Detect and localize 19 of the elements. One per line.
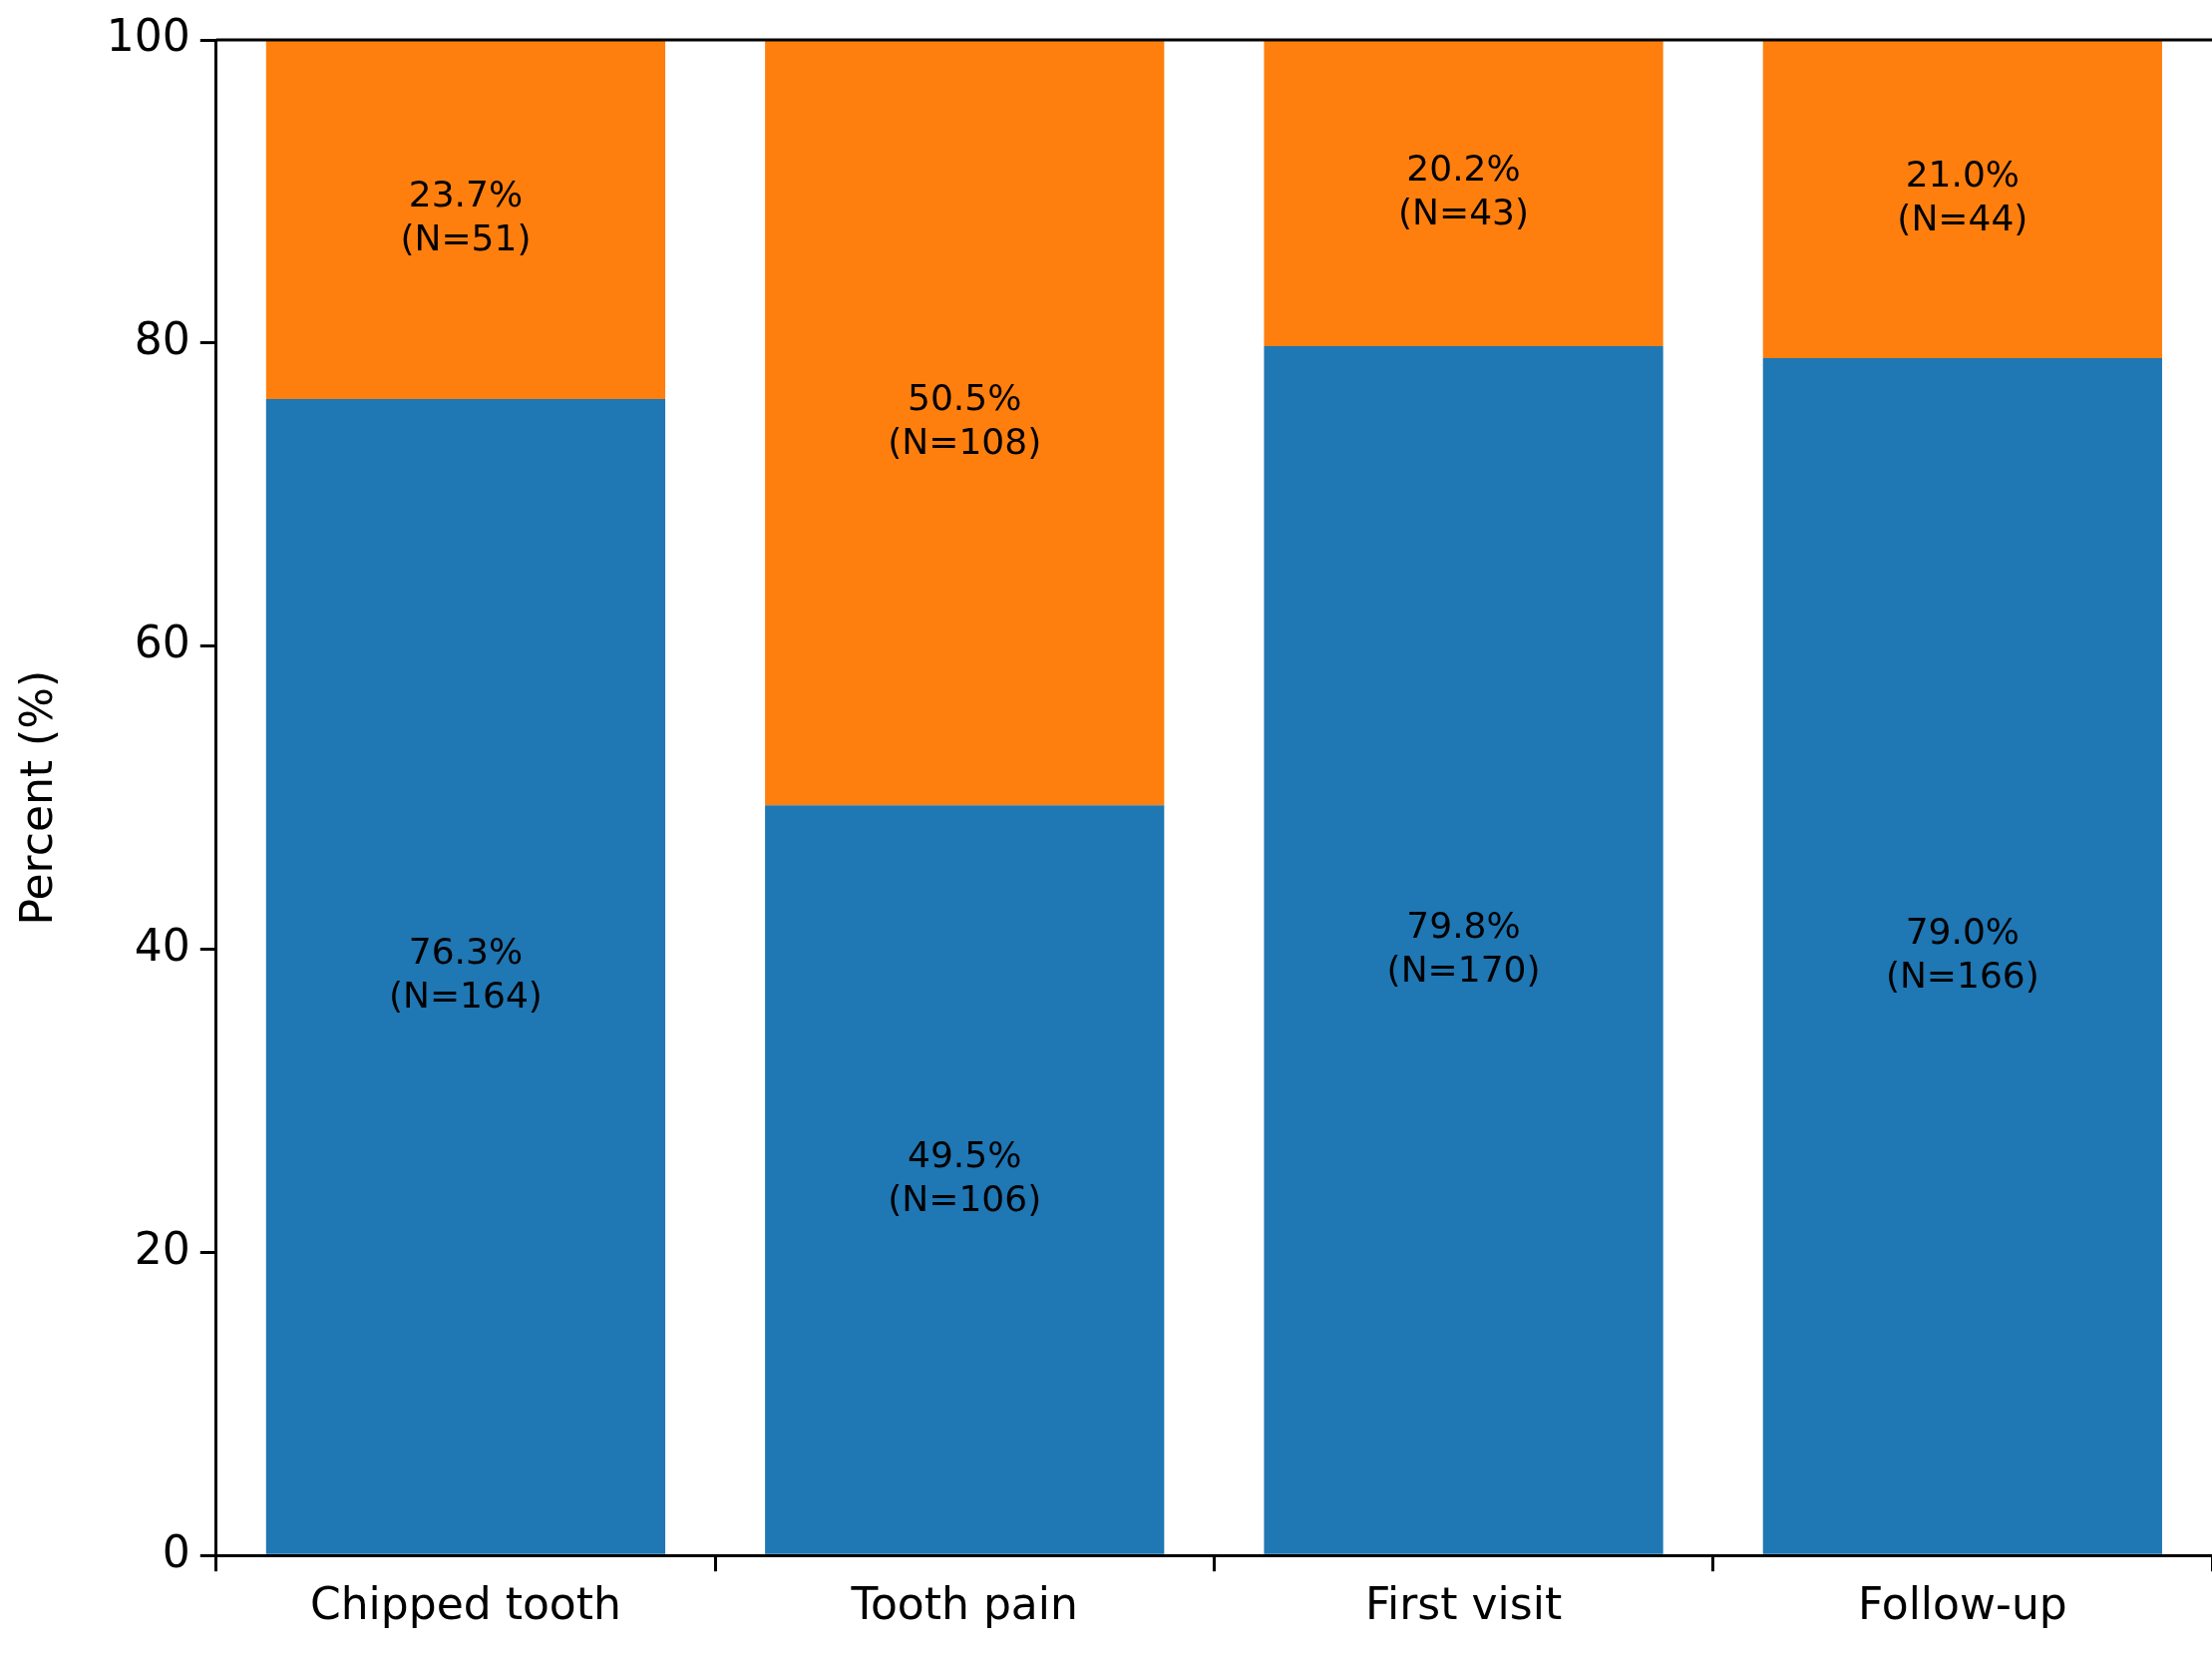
data-label: 21.0% (N=44) xyxy=(1897,153,2028,238)
y-tick-label: 20 xyxy=(134,1222,190,1274)
data-label: 76.3% (N=164) xyxy=(388,931,543,1017)
x-tick-label: Tooth pain xyxy=(850,1578,1078,1630)
y-tick-label: 40 xyxy=(134,919,190,971)
y-tick-label: 100 xyxy=(106,10,190,62)
data-label: 20.2% (N=43) xyxy=(1398,147,1530,232)
y-axis-title: Percent (%) xyxy=(10,669,62,926)
data-label: 49.5% (N=106) xyxy=(888,1133,1042,1219)
y-tick-label: 60 xyxy=(134,617,190,668)
x-tick-label: First visit xyxy=(1364,1578,1563,1630)
data-label: 79.0% (N=166) xyxy=(1885,910,2039,996)
data-label: 79.8% (N=170) xyxy=(1386,904,1541,990)
data-label: 23.7% (N=51) xyxy=(400,174,532,259)
x-tick-label: Follow-up xyxy=(1857,1578,2067,1630)
y-tick-label: 0 xyxy=(162,1525,190,1577)
data-label: 50.5% (N=108) xyxy=(888,376,1042,462)
x-tick-label: Chipped tooth xyxy=(309,1578,621,1630)
y-tick-label: 80 xyxy=(134,313,190,365)
